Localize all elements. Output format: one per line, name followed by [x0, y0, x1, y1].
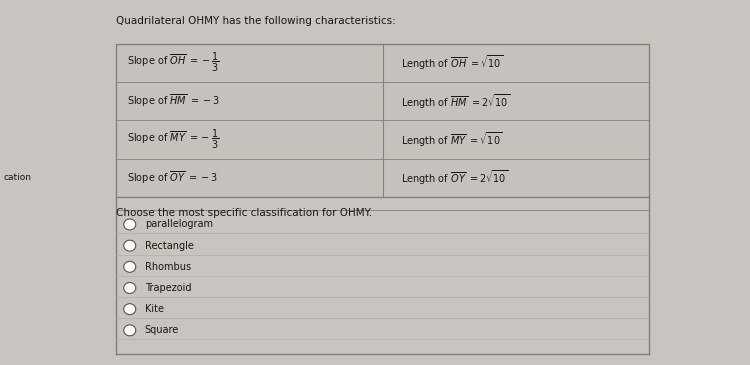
Ellipse shape	[124, 325, 136, 336]
Text: parallelogram: parallelogram	[145, 219, 213, 230]
Ellipse shape	[124, 261, 136, 272]
Text: Choose the most specific classification for OHMY.: Choose the most specific classification …	[116, 208, 372, 218]
Ellipse shape	[124, 219, 136, 230]
Ellipse shape	[124, 304, 136, 315]
Text: Length of $\overline{HM}$ $= 2\sqrt{10}$: Length of $\overline{HM}$ $= 2\sqrt{10}$	[401, 92, 511, 111]
Text: Length of $\overline{OH}$ $= \sqrt{10}$: Length of $\overline{OH}$ $= \sqrt{10}$	[401, 54, 503, 72]
Text: Length of $\overline{MY}$ $= \sqrt{10}$: Length of $\overline{MY}$ $= \sqrt{10}$	[401, 130, 502, 149]
Text: Slope of $\overline{OY}$ $= -3$: Slope of $\overline{OY}$ $= -3$	[128, 170, 218, 186]
Text: Slope of $\overline{OH}$ $= -\dfrac{1}{3}$: Slope of $\overline{OH}$ $= -\dfrac{1}{3…	[128, 51, 220, 74]
Text: Slope of $\overline{MY}$ $= -\dfrac{1}{3}$: Slope of $\overline{MY}$ $= -\dfrac{1}{3…	[128, 128, 220, 151]
Text: Trapezoid: Trapezoid	[145, 283, 191, 293]
Text: Square: Square	[145, 325, 179, 335]
Ellipse shape	[124, 283, 136, 293]
Text: Rhombus: Rhombus	[145, 262, 190, 272]
Text: Length of $\overline{OY}$ $= 2\sqrt{10}$: Length of $\overline{OY}$ $= 2\sqrt{10}$	[401, 169, 508, 187]
Ellipse shape	[124, 240, 136, 251]
Text: Quadrilateral OHMY has the following characteristics:: Quadrilateral OHMY has the following cha…	[116, 16, 396, 26]
Text: Rectangle: Rectangle	[145, 241, 194, 251]
Text: Kite: Kite	[145, 304, 164, 314]
Text: Slope of $\overline{HM}$ $= -3$: Slope of $\overline{HM}$ $= -3$	[128, 93, 220, 110]
Text: cation: cation	[4, 173, 32, 182]
